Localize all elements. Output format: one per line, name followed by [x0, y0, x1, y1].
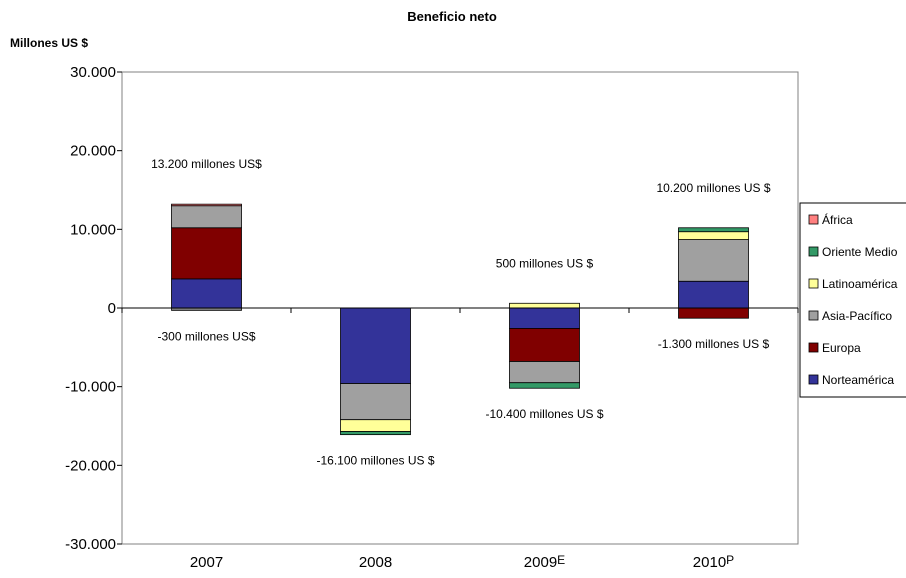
bar-asia-pacifico [340, 383, 411, 421]
y-tick-label: -20.000 [65, 457, 116, 474]
bar-oriente-medio [340, 431, 411, 436]
y-tick-label: -10.000 [65, 379, 116, 396]
legend-swatch [808, 374, 819, 385]
y-tick-label: 30.000 [70, 64, 116, 81]
legend-swatch [808, 214, 819, 225]
legend-box [799, 202, 906, 398]
bar-latinoamerica [678, 231, 749, 240]
bar-norteamerica [171, 278, 242, 309]
legend-label: Norteamérica [822, 373, 894, 387]
bar-asia-pacifico [171, 205, 242, 229]
legend-label: Europa [822, 341, 861, 355]
bar-oriente-medio [509, 382, 580, 389]
y-tick-label: 0 [108, 300, 116, 317]
total-annotation: -10.400 millones US $ [485, 407, 603, 421]
bar-latinoamerica [340, 419, 411, 432]
x-tick-label-suffix: P [726, 553, 734, 567]
bar-norteamerica [678, 280, 749, 309]
legend-swatch [808, 278, 819, 289]
x-tick-label: 2007 [190, 554, 223, 571]
legend-label: África [822, 212, 853, 227]
legend-swatch [808, 310, 819, 321]
legend-label: Latinoamérica [822, 277, 898, 291]
y-axis-unit-label: Millones US $ [10, 36, 88, 50]
legend-label: Asia-Pacífico [822, 309, 892, 323]
y-tick-label: 20.000 [70, 143, 116, 160]
total-annotation: 13.200 millones US$ [151, 157, 262, 171]
total-annotation: 10.200 millones US $ [656, 181, 770, 195]
axes: 30.000 20.000 10.000 0 -10.000 -20.000 -30.000… [65, 64, 799, 571]
bar-asia-pacifico [509, 361, 580, 384]
legend: África Oriente Medio Latinoamérica Asia-Pac… [799, 202, 906, 398]
bar-africa [171, 203, 242, 207]
total-annotation: -1.300 millones US $ [658, 337, 770, 351]
x-tick-label-suffix: E [557, 553, 565, 567]
total-annotation: 500 millones US $ [496, 256, 594, 270]
y-tick-label: 10.000 [70, 221, 116, 238]
x-tick-label: 2008 [359, 554, 392, 571]
bar-europa [509, 328, 580, 362]
legend-label: Oriente Medio [822, 245, 898, 259]
x-tick-label: 2010P [693, 553, 734, 571]
annotations: 13.200 millones US$ -300 millones US$ -16.… [151, 157, 771, 467]
bars [171, 203, 749, 436]
legend-swatch [808, 342, 819, 353]
bar-norteamerica [340, 307, 411, 384]
y-tick-label: -30.000 [65, 536, 116, 553]
total-annotation: -16.100 millones US $ [316, 454, 434, 468]
bar-norteamerica [509, 307, 580, 329]
bar-latinoamerica [509, 302, 580, 309]
total-annotation: -300 millones US$ [157, 329, 255, 343]
bar-oriente-medio [678, 227, 749, 233]
x-tick-label: 2009E [524, 553, 565, 571]
bar-europa [171, 227, 242, 280]
bar-asia-pacifico [678, 239, 749, 282]
legend-swatch [808, 246, 819, 257]
chart-title: Beneficio neto [407, 9, 497, 24]
bar-europa [678, 307, 749, 319]
